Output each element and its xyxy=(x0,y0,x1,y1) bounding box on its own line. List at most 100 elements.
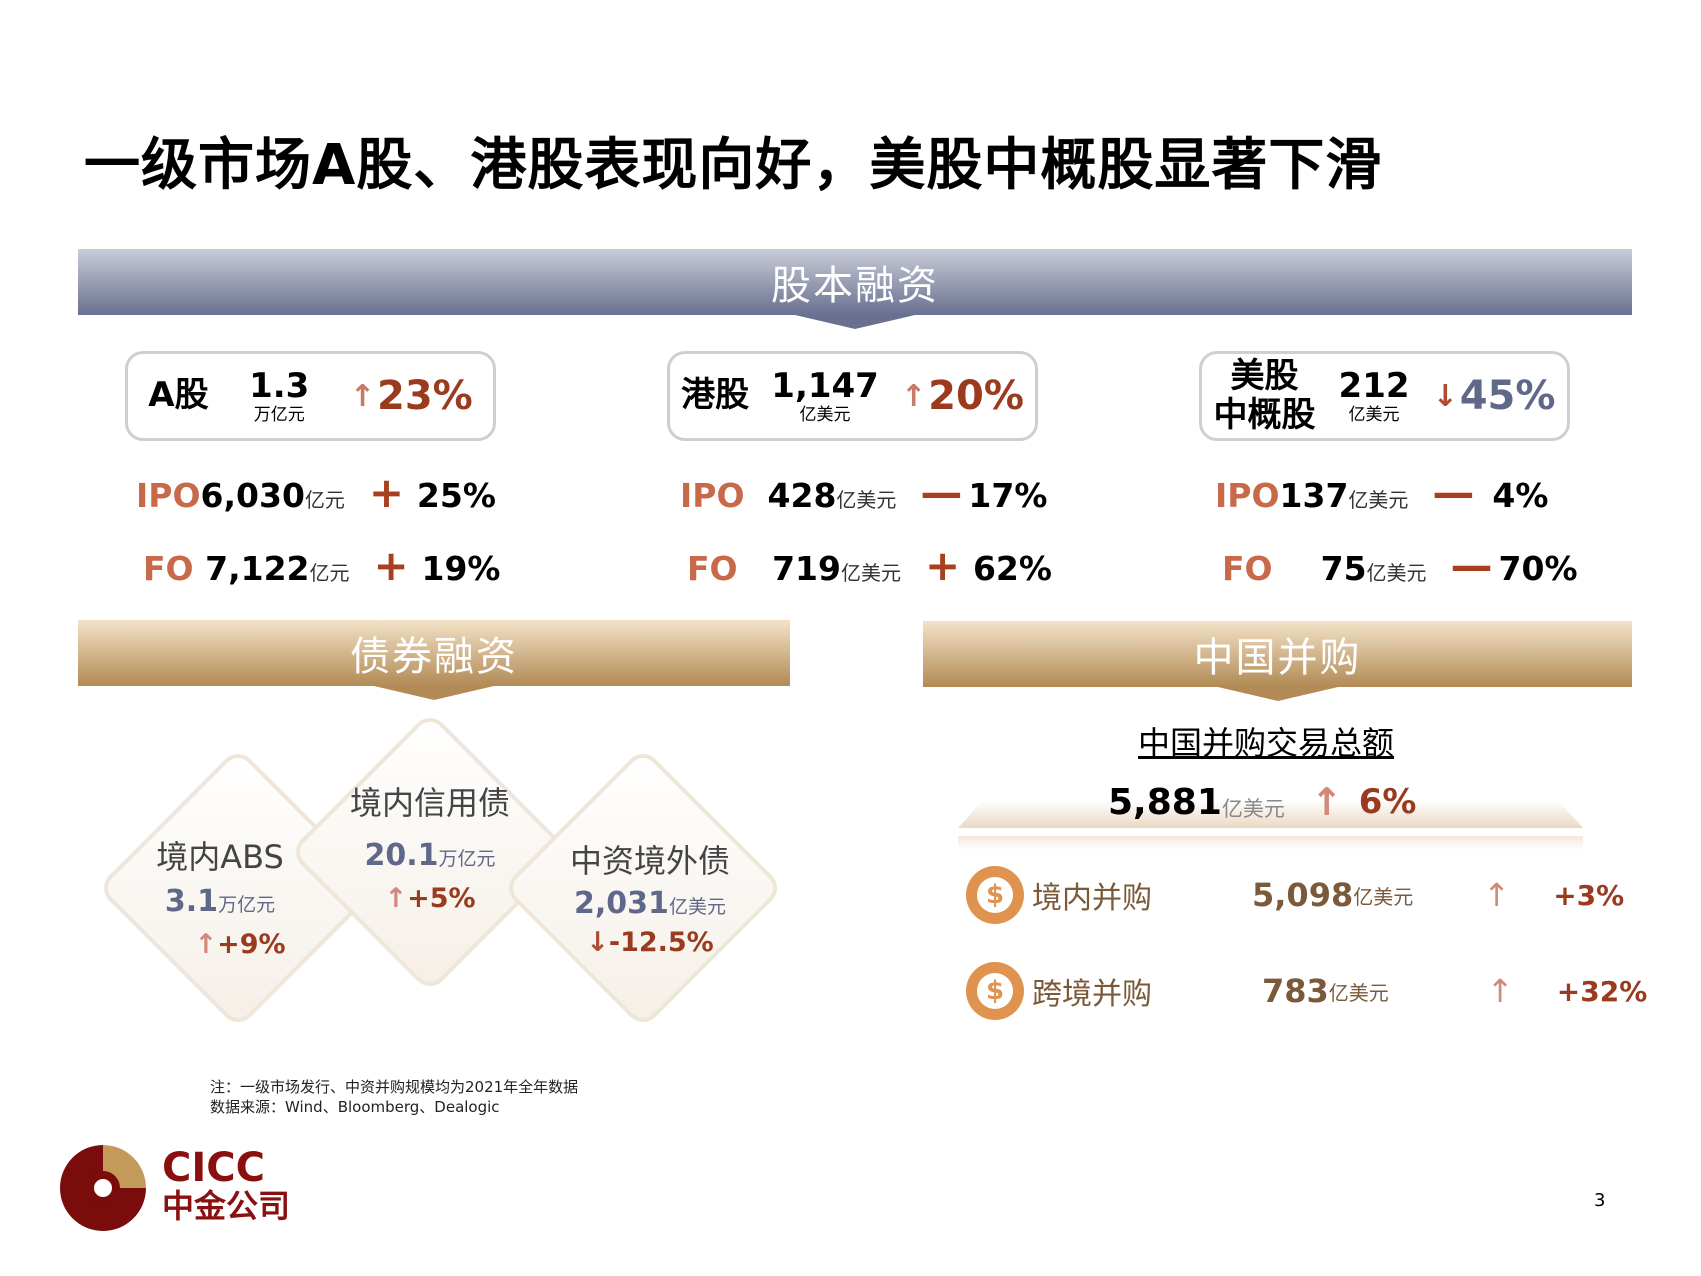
unit: 亿美元 xyxy=(1221,797,1285,821)
value: 20.1万亿元 xyxy=(340,838,520,873)
unit: 亿美元 xyxy=(840,561,901,585)
value: 2,031亿美元 xyxy=(560,886,740,921)
num: 20.1 xyxy=(364,838,439,873)
name-line: 美股 xyxy=(1230,355,1299,396)
market-change: ↓ 45% xyxy=(1433,373,1556,419)
equity-financing-header: 股本融资 xyxy=(78,249,1632,315)
value: 75 xyxy=(1320,549,1367,588)
bond-header-text: 债券融资 xyxy=(350,634,518,680)
arrow-up-icon: ↑ xyxy=(349,378,375,414)
arrow-up-icon: ↑ xyxy=(1486,972,1514,1010)
market-change: ↑ 23% xyxy=(350,373,473,419)
pct: 62% xyxy=(972,549,1052,588)
market-value: 1.3 万亿元 xyxy=(249,369,309,424)
name: 跨境并购 xyxy=(1032,977,1152,1012)
unit: 亿美元 xyxy=(668,896,726,918)
market-change: ↑ 20% xyxy=(901,373,1024,419)
mna-subtitle: 中国并购交易总额 xyxy=(1138,724,1395,762)
label: FO xyxy=(687,549,738,588)
unit: 亿美元 xyxy=(1353,884,1414,909)
us-fo-row: FO 75 亿美元 —70% xyxy=(1222,541,1578,590)
mna-total: 5,881 亿美元 ↑ 6% xyxy=(1108,780,1416,824)
unit: 亿美元 xyxy=(1348,488,1409,512)
change: ↓-12.5% xyxy=(560,927,740,958)
arrow-down-icon: ↓ xyxy=(586,927,609,958)
data-source: 数据来源：Wind、Bloomberg、Dealogic xyxy=(210,1098,500,1116)
value: 137 xyxy=(1279,476,1349,515)
pct: 70% xyxy=(1498,549,1578,588)
logo-cn: 中金公司 xyxy=(162,1187,291,1225)
arrow-up-icon: ↑ xyxy=(384,883,408,914)
market-value: 212 亿美元 xyxy=(1339,369,1410,424)
footnote: 注：一级市场发行、中资并购规模均为2021年全年数据 xyxy=(210,1078,579,1096)
unit: 亿美元 xyxy=(1366,561,1427,585)
bond-item-offshore: 中资境外债 2,031亿美元 ↓-12.5% xyxy=(560,836,740,958)
value: 5,881 xyxy=(1108,781,1222,823)
label: IPO xyxy=(680,476,745,515)
arrow-up-icon: ↑ xyxy=(901,378,927,414)
num: 3.1 xyxy=(164,884,219,919)
page-title: 一级市场A股、港股表现向好，美股中概股显著下滑 xyxy=(84,133,1383,198)
arrow-down-icon: ↓ xyxy=(1432,378,1458,414)
minus-icon: — xyxy=(920,468,963,517)
plus-icon: + xyxy=(373,541,409,590)
hk-fo-row: FO 719 亿美元 +62% xyxy=(687,541,1052,590)
value: 719 xyxy=(772,549,841,588)
name-line: 中概股 xyxy=(1213,395,1316,435)
pct: 4% xyxy=(1492,476,1549,515)
bond-item-credit: 境内信用债 20.1万亿元 ↑+5% xyxy=(340,778,520,914)
pct: 20% xyxy=(928,373,1024,419)
logo-en: CICC xyxy=(162,1145,265,1191)
market-name: 美股 中概股 xyxy=(1213,355,1316,435)
mna-crossborder-row: $ 跨境并购 783 亿美元 ↑ +32% xyxy=(966,962,1647,1020)
name: 境内ABS xyxy=(156,838,284,876)
unit: 亿美元 xyxy=(1348,404,1400,425)
value: 783 xyxy=(1262,972,1329,1010)
pct: 25% xyxy=(416,476,496,515)
platform-shadow xyxy=(958,836,1583,850)
us-ipo-row: IPO 137 亿美元 — 4% xyxy=(1215,468,1548,517)
value: 1,147 xyxy=(771,365,879,406)
unit: 亿美元 xyxy=(1328,980,1389,1005)
pct: 45% xyxy=(1459,373,1556,419)
unit: 万亿元 xyxy=(218,894,276,916)
pct: 19% xyxy=(421,549,501,588)
minus-icon: — xyxy=(1432,468,1475,517)
unit: 亿美元 xyxy=(836,488,897,512)
pct: +9% xyxy=(217,929,286,960)
value: 428 xyxy=(767,476,837,515)
pct: -12.5% xyxy=(608,927,714,958)
name: 中资境外债 xyxy=(569,842,730,880)
mna-header: 中国并购 xyxy=(923,621,1632,687)
label: FO xyxy=(1222,549,1273,588)
arrow-up-icon: ↑ xyxy=(1310,780,1343,824)
unit: 亿美元 xyxy=(799,404,851,425)
bond-financing-header: 债券融资 xyxy=(78,620,790,686)
dollar-gear-icon: $ xyxy=(966,962,1024,1020)
pct: +3% xyxy=(1553,878,1625,912)
unit: 亿元 xyxy=(309,561,350,585)
value: 5,098 xyxy=(1252,876,1354,914)
mna-header-text: 中国并购 xyxy=(1193,635,1362,681)
a-fo-row: FO 7,122 亿元 +19% xyxy=(143,541,501,590)
value: 3.1万亿元 xyxy=(140,884,300,919)
unit: 万亿元 xyxy=(253,404,305,425)
value: 212 xyxy=(1338,365,1410,406)
page-number: 3 xyxy=(1594,1190,1606,1211)
label: FO xyxy=(143,549,194,588)
pct: +5% xyxy=(407,883,476,914)
bond-item-abs: 境内ABS 3.1万亿元 ↑+9% xyxy=(140,832,300,960)
equity-header-text: 股本融资 xyxy=(771,263,939,309)
plus-icon: + xyxy=(368,468,405,517)
change: ↑+5% xyxy=(340,883,520,914)
name: 境内信用债 xyxy=(349,784,510,822)
pct: 17% xyxy=(968,476,1048,515)
dollar-gear-icon: $ xyxy=(966,866,1024,924)
market-name: 港股 xyxy=(681,375,750,416)
arrow-up-icon: ↑ xyxy=(194,929,218,960)
value: 1.3 xyxy=(249,365,310,406)
total-platform xyxy=(958,800,1583,828)
a-share-box: A股 1.3 万亿元 ↑ 23% xyxy=(125,351,496,441)
mna-domestic-row: $ 境内并购 5,098 亿美元 ↑ +3% xyxy=(966,866,1624,924)
label: IPO xyxy=(136,476,201,515)
